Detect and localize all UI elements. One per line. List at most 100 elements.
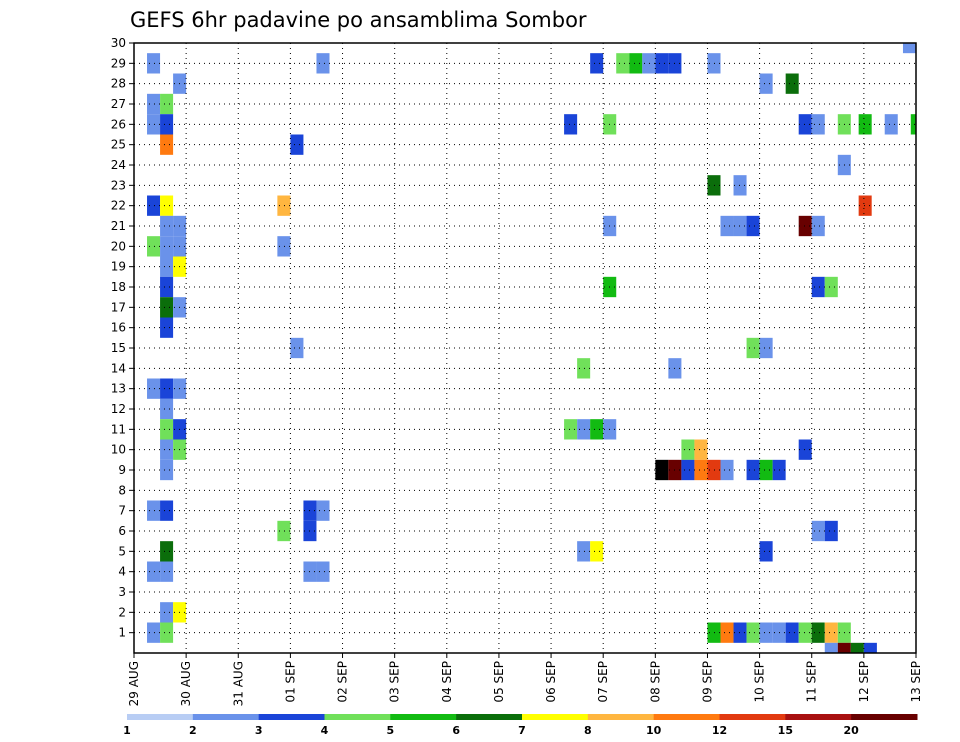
- heatmap-cell: [811, 215, 825, 237]
- heatmap-cell: [160, 236, 174, 257]
- color-scale-swatch: [653, 714, 720, 720]
- heatmap-cell: [577, 358, 591, 379]
- heatmap-cell: [720, 215, 734, 237]
- heatmap-cell: [147, 622, 161, 643]
- heatmap-cell: [824, 276, 838, 298]
- heatmap-cell: [694, 439, 708, 460]
- heatmap-cell: [577, 419, 591, 440]
- heatmap-cell: [902, 43, 916, 54]
- heatmap-cell: [824, 642, 838, 653]
- heatmap-cell: [160, 541, 174, 562]
- y-tick-label: 21: [111, 219, 126, 233]
- heatmap-cell: [824, 622, 838, 643]
- heatmap-cell: [655, 53, 669, 74]
- heatmap-cell: [160, 622, 174, 643]
- color-scale-label: 2: [189, 724, 197, 737]
- color-scale-label: 1: [123, 724, 131, 737]
- heatmap-cell: [759, 73, 773, 94]
- heatmap-cell: [811, 520, 825, 542]
- y-tick-label: 16: [111, 321, 126, 335]
- heatmap-cell: [798, 215, 812, 237]
- heatmap-cell: [316, 53, 330, 74]
- heatmap-cells: [147, 43, 916, 653]
- y-tick-label: 13: [111, 382, 126, 396]
- heatmap-cell: [759, 541, 773, 562]
- heatmap-cell: [707, 53, 721, 74]
- y-tick-label: 14: [111, 361, 126, 375]
- y-tick-label: 28: [111, 77, 126, 91]
- heatmap-cell: [811, 276, 825, 298]
- heatmap-cell: [160, 439, 174, 460]
- heatmap-cell: [759, 337, 773, 359]
- y-tick-label: 8: [118, 483, 126, 497]
- y-tick-label: 20: [111, 239, 126, 253]
- chart-title: GEFS 6hr padavine po ansamblima Sombor: [130, 8, 587, 32]
- y-tick-label: 29: [111, 56, 126, 70]
- heatmap-cell: [707, 622, 721, 643]
- x-tick-label: 30 AUG: [179, 661, 193, 706]
- heatmap-cell: [858, 195, 872, 216]
- heatmap-cell: [160, 114, 174, 135]
- heatmap-cell: [811, 622, 825, 643]
- heatmap-cell: [616, 53, 630, 74]
- x-tick-label: 08 SEP: [648, 661, 662, 703]
- heatmap-cell: [759, 622, 773, 643]
- y-tick-label: 27: [111, 97, 126, 111]
- heatmap-cell: [720, 622, 734, 643]
- heatmap-cell: [798, 114, 812, 135]
- heatmap-cell: [160, 93, 174, 115]
- heatmap-cell: [642, 53, 656, 74]
- color-scale-swatch: [127, 714, 194, 720]
- heatmap-cell: [629, 53, 643, 74]
- heatmap-cell: [785, 622, 799, 643]
- x-axis: 29 AUG 30 AUG 31 AUG 01 SEP 02 SEP 03 SEP 04 S…: [127, 653, 923, 706]
- y-tick-label: 17: [111, 300, 126, 314]
- heatmap-cell: [798, 622, 812, 643]
- y-tick-label: 24: [111, 158, 126, 172]
- heatmap-cell: [147, 378, 161, 399]
- heatmap-cell: [160, 398, 174, 420]
- heatmap-cell: [147, 561, 161, 582]
- heatmap-cell: [746, 622, 760, 643]
- heatmap-cell: [160, 419, 174, 440]
- y-tick-label: 10: [111, 443, 126, 457]
- x-tick-label: 02 SEP: [336, 661, 350, 703]
- heatmap-cell: [910, 114, 916, 135]
- heatmap-cell: [681, 439, 695, 460]
- heatmap-cell: [811, 114, 825, 135]
- heatmap-cell: [746, 215, 760, 237]
- heatmap-cell: [316, 500, 330, 521]
- color-scale-label: 5: [387, 724, 395, 737]
- heatmap-cell: [147, 236, 161, 257]
- heatmap-cell: [837, 642, 851, 653]
- heatmap-cell: [160, 276, 174, 298]
- color-scale-label: 10: [646, 724, 662, 737]
- heatmap-cell: [694, 459, 708, 481]
- x-tick-label: 06 SEP: [544, 661, 558, 703]
- x-tick-label: 10 SEP: [753, 661, 767, 703]
- heatmap-cell: [160, 195, 174, 216]
- color-scale-swatch: [522, 714, 589, 720]
- color-scale-label: 4: [321, 724, 329, 737]
- heatmap-cell: [160, 134, 174, 155]
- heatmap-cell: [733, 622, 747, 643]
- color-scale-bar: 1 2 3 4 5 6 7 8 10 12 15 20: [123, 714, 918, 737]
- heatmap-cell: [160, 561, 174, 582]
- heatmap-cell: [564, 419, 578, 440]
- y-tick-label: 25: [111, 138, 126, 152]
- y-tick-label: 18: [111, 280, 126, 294]
- y-axis: 1234567891011121314151617181920212223242…: [111, 36, 134, 640]
- heatmap-cell: [160, 256, 174, 277]
- color-scale-label: 8: [584, 724, 592, 737]
- x-tick-label: 01 SEP: [283, 661, 297, 703]
- heatmap-cell: [277, 520, 291, 542]
- y-tick-label: 11: [111, 422, 126, 436]
- heatmap-cell: [160, 297, 174, 318]
- color-scale-swatch: [851, 714, 918, 720]
- color-scale-label: 7: [518, 724, 526, 737]
- heatmap-cell: [785, 73, 799, 94]
- heatmap-cell: [160, 602, 174, 623]
- grid-lines: [134, 43, 916, 653]
- x-tick-label: 12 SEP: [857, 661, 871, 703]
- heatmap-cell: [590, 541, 604, 562]
